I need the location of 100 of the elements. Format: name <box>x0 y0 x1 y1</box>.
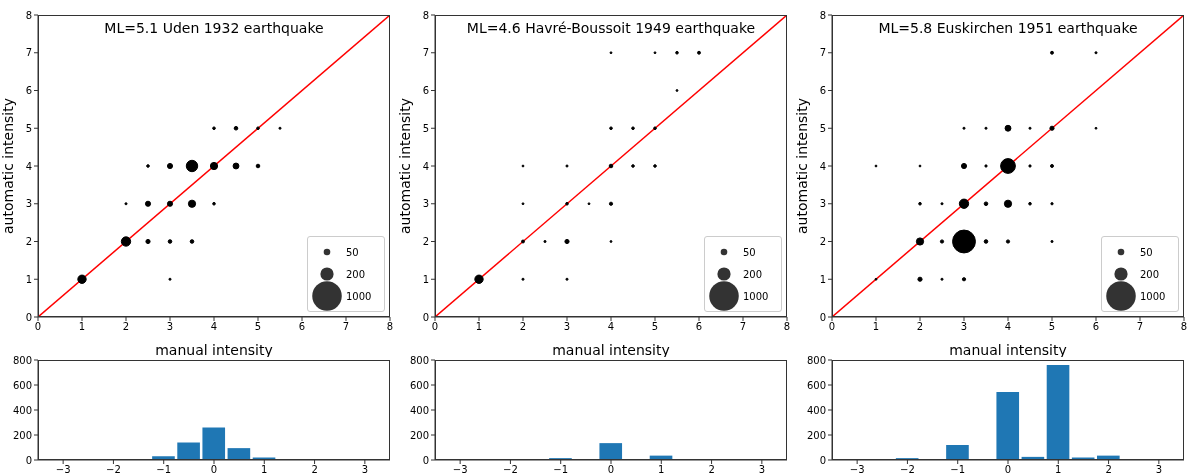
y-tick-label: 7 <box>819 47 826 59</box>
legend-label: 1000 <box>1140 290 1166 302</box>
y-axis-title: automatic intensity <box>396 98 413 234</box>
y-tick-label: 6 <box>25 85 32 97</box>
size-legend: 50 200 1000 <box>1101 236 1179 312</box>
y-tick-label: 600 <box>12 379 32 391</box>
x-tick-label: 0 <box>607 464 615 474</box>
legend-label: 200 <box>346 268 366 280</box>
y-tick-label: 4 <box>422 160 429 172</box>
legend-label: 200 <box>1140 268 1160 280</box>
y-tick-label: 800 <box>12 354 32 366</box>
x-tick-label: 6 <box>298 321 306 333</box>
x-axis-title: manual intensity <box>949 342 1067 358</box>
x-tick-label: 6 <box>1092 321 1100 333</box>
x-tick-label: 7 <box>1136 321 1144 333</box>
x-tick-label: 0 <box>34 321 42 333</box>
y-tick-label: 800 <box>409 354 429 366</box>
x-tick-label: 0 <box>210 464 218 474</box>
y-tick-label: 2 <box>422 236 429 248</box>
y-tick-label: 7 <box>422 47 429 59</box>
x-tick-label: 0 <box>431 321 439 333</box>
legend-label: 50 <box>743 246 756 258</box>
y-tick-label: 400 <box>12 404 32 416</box>
y-tick-label: 7 <box>25 47 32 59</box>
y-tick-label: 400 <box>409 404 429 416</box>
size-legend: 50 200 1000 <box>704 236 782 312</box>
y-tick-label: 5 <box>819 122 826 134</box>
x-tick-label: 7 <box>342 321 350 333</box>
y-tick-label: 8 <box>819 9 826 21</box>
y-tick-label: 2 <box>819 236 826 248</box>
x-tick-label: 8 <box>783 321 791 333</box>
x-tick-label: 3 <box>758 464 766 474</box>
y-tick-label: 0 <box>422 311 429 323</box>
y-tick-label: 600 <box>806 379 826 391</box>
x-tick-label: 3 <box>361 464 369 474</box>
legend-label: 50 <box>346 246 359 258</box>
y-tick-label: 3 <box>422 198 429 210</box>
x-tick-label: −2 <box>900 464 915 474</box>
y-tick-label: 200 <box>12 429 32 441</box>
x-tick-label: 1 <box>658 464 665 474</box>
x-tick-label: 2 <box>519 321 527 333</box>
y-tick-label: 3 <box>819 198 826 210</box>
size-legend: 50 200 1000 <box>307 236 385 312</box>
y-tick-label: 2 <box>25 236 32 248</box>
x-tick-label: −1 <box>156 464 172 474</box>
y-tick-label: 1 <box>819 273 826 285</box>
x-tick-label: 3 <box>166 321 174 333</box>
x-tick-label: 2 <box>311 464 318 474</box>
chart-title: ML=5.8 Euskirchen 1951 earthquake <box>877 20 1139 36</box>
x-tick-label: 5 <box>254 321 262 333</box>
x-tick-label: −3 <box>55 464 71 474</box>
x-axis-title: manual intensity <box>552 342 670 358</box>
y-tick-label: 600 <box>409 379 429 391</box>
x-tick-label: 0 <box>1004 464 1012 474</box>
x-tick-label: 1 <box>261 464 268 474</box>
y-tick-label: 0 <box>819 311 826 323</box>
x-tick-label: −3 <box>452 464 468 474</box>
x-tick-label: −1 <box>950 464 966 474</box>
x-tick-label: 8 <box>386 321 394 333</box>
x-tick-label: 4 <box>210 321 218 333</box>
x-tick-label: 2 <box>916 321 924 333</box>
legend-label: 1000 <box>346 290 372 302</box>
y-axis-title: automatic intensity <box>0 98 16 234</box>
y-tick-label: 6 <box>422 85 429 97</box>
y-tick-label: 800 <box>806 354 826 366</box>
x-tick-label: 6 <box>695 321 703 333</box>
x-tick-label: −2 <box>503 464 518 474</box>
y-tick-label: 400 <box>806 404 826 416</box>
x-tick-label: 1 <box>78 321 86 333</box>
x-tick-label: 3 <box>563 321 571 333</box>
x-tick-label: 1 <box>1055 464 1062 474</box>
x-tick-label: 2 <box>1105 464 1112 474</box>
chart-title: ML=4.6 Havré-Boussoit 1949 earthquake <box>465 20 757 36</box>
y-tick-label: 0 <box>25 311 32 323</box>
x-tick-label: 1 <box>872 321 880 333</box>
y-tick-label: 200 <box>806 429 826 441</box>
x-tick-label: 1 <box>475 321 483 333</box>
x-tick-label: 5 <box>1048 321 1056 333</box>
x-tick-label: 8 <box>1180 321 1188 333</box>
y-tick-label: 8 <box>25 9 32 21</box>
x-tick-label: 4 <box>607 321 615 333</box>
legend-label: 200 <box>743 268 763 280</box>
y-tick-label: 8 <box>422 9 429 21</box>
x-tick-label: 3 <box>960 321 968 333</box>
x-tick-label: −2 <box>106 464 121 474</box>
chart-title: ML=5.1 Uden 1932 earthquake <box>103 20 325 36</box>
x-axis-title: manual intensity <box>155 342 273 358</box>
y-tick-label: 4 <box>819 160 826 172</box>
y-tick-label: 0 <box>422 454 429 466</box>
x-tick-label: 2 <box>708 464 715 474</box>
y-tick-label: 5 <box>422 122 429 134</box>
y-tick-label: 3 <box>25 198 32 210</box>
y-tick-label: 4 <box>25 160 32 172</box>
y-tick-label: 1 <box>25 273 32 285</box>
y-tick-label: 0 <box>25 454 32 466</box>
legend-label: 1000 <box>743 290 769 302</box>
y-axis-title: automatic intensity <box>793 98 810 234</box>
y-tick-label: 6 <box>819 85 826 97</box>
x-tick-label: 0 <box>828 321 836 333</box>
x-tick-label: −1 <box>553 464 569 474</box>
